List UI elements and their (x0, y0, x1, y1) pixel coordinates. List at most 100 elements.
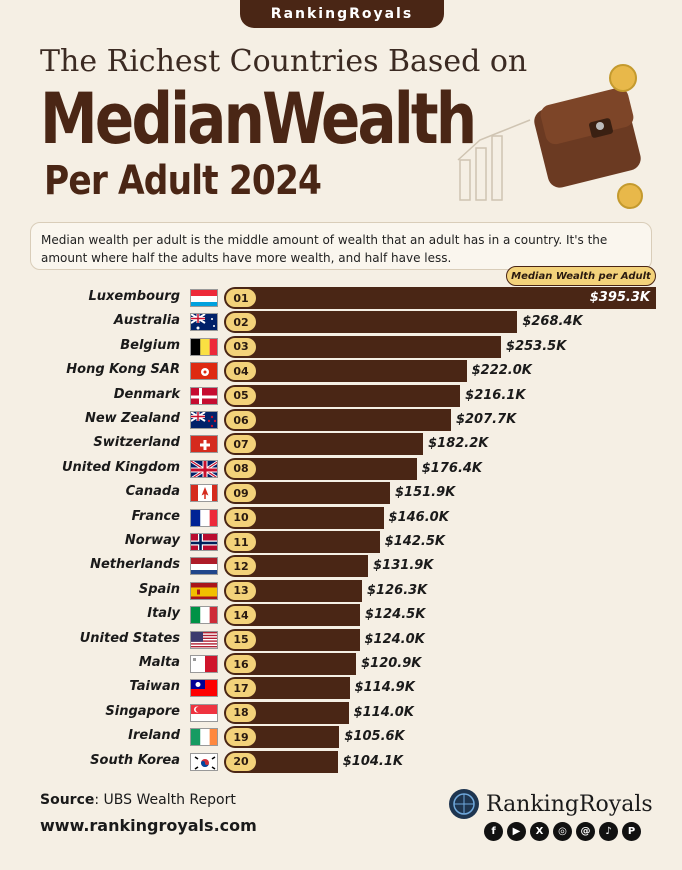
bar (224, 604, 361, 627)
brand-tab: RankingRoyals (240, 0, 444, 28)
value-label: $151.9K (395, 485, 456, 501)
country-label: United Kingdom (61, 459, 180, 475)
united-kingdom-flag-icon (190, 459, 218, 478)
brand-logo: RankingRoyals (448, 788, 653, 820)
hong-kong-flag-icon (190, 362, 218, 381)
australia-flag-icon (190, 313, 218, 332)
bar (224, 701, 349, 724)
chart-row: Luxembourg 01 $395.3K (0, 286, 682, 310)
value-label: $131.9K (373, 558, 434, 574)
value-label: $142.5K (384, 534, 445, 549)
country-label: Luxembourg (88, 289, 181, 304)
rank-badge: 06 (226, 411, 256, 429)
new-zealand-flag-icon (190, 411, 218, 429)
growth-chart-icon (457, 119, 531, 201)
value-label: $105.6K (344, 729, 405, 745)
value-label: $146.0K (388, 509, 449, 525)
website-link[interactable]: www.rankingroyals.com (40, 816, 257, 835)
rank-badge: 18 (226, 703, 256, 722)
chart-row: France 10 $146.0K (0, 506, 682, 530)
ireland-flag-icon (190, 728, 218, 747)
title-line-1: The Richest Countries Based on (40, 44, 528, 79)
chart-row: Australia 02 $268.4K (0, 310, 682, 334)
source-label: Source (40, 792, 95, 808)
value-label: $120.9K (361, 656, 422, 671)
bar (224, 457, 417, 480)
bar (224, 287, 656, 309)
country-label: Hong Kong SAR (66, 362, 180, 378)
bar (224, 531, 380, 553)
rank-badge: 14 (226, 606, 256, 625)
chart-row: Switzerland 07 $182.2K (0, 432, 682, 456)
south-korea-flag-icon (190, 752, 218, 771)
logo-name: RankingRoyals (486, 791, 653, 817)
bar (224, 579, 363, 602)
denmark-flag-icon (190, 386, 218, 405)
instagram-icon[interactable]: ◎ (553, 822, 572, 841)
rank-badge: 15 (226, 630, 256, 649)
bar (224, 360, 467, 383)
value-label: $176.4K (421, 460, 483, 476)
chart-row: South Korea 20 $104.1K (0, 750, 682, 774)
value-label: $104.1K (342, 753, 403, 769)
value-label: $216.1K (465, 387, 526, 403)
bar (224, 653, 357, 675)
country-label: Belgium (120, 337, 180, 353)
italy-flag-icon (190, 606, 218, 625)
chart-row: Hong Kong SAR 04 $222.0K (0, 359, 682, 383)
chart-row: United Kingdom 08 $176.4K (0, 457, 682, 481)
coin-icon (609, 64, 643, 209)
country-label: South Korea (90, 752, 180, 768)
rank-badge: 02 (226, 313, 256, 332)
rank-badge: 13 (226, 581, 256, 600)
rank-badge: 01 (226, 289, 256, 307)
rank-badge: 19 (226, 728, 256, 747)
country-label: Italy (147, 606, 180, 622)
value-label: $207.7K (455, 412, 517, 427)
netherlands-flag-icon (190, 557, 218, 576)
bar (224, 409, 451, 431)
belgium-flag-icon (190, 337, 218, 356)
value-label: $395.3K (589, 290, 650, 305)
country-label: New Zealand (84, 411, 180, 426)
rank-badge: 17 (226, 679, 256, 698)
country-label: Spain (138, 581, 180, 597)
chart-row: Spain 13 $126.3K (0, 579, 682, 603)
facebook-icon[interactable]: f (484, 822, 503, 841)
chart-row: Norway 11 $142.5K (0, 530, 682, 554)
youtube-icon[interactable]: ▶ (507, 822, 526, 841)
switzerland-flag-icon (190, 435, 218, 454)
rank-badge: 03 (226, 337, 256, 356)
country-label: France (131, 508, 180, 524)
value-label: $124.0K (364, 631, 425, 647)
bar (224, 433, 424, 456)
bar (224, 311, 518, 334)
luxembourg-flag-icon (190, 289, 218, 307)
taiwan-flag-icon (190, 679, 218, 698)
country-label: United States (79, 630, 180, 646)
chart-row: Netherlands 12 $131.9K (0, 554, 682, 578)
pinterest-icon[interactable]: P (622, 822, 641, 841)
chart-row: Italy 14 $124.5K (0, 603, 682, 627)
value-label: $182.2K (428, 436, 489, 452)
rank-badge: 07 (226, 435, 256, 454)
rank-badge: 04 (226, 362, 256, 381)
title-line-2: MedianWealth (40, 78, 477, 160)
bar (224, 677, 350, 700)
chart-row: Belgium 03 $253.5K (0, 335, 682, 359)
value-label: $124.5K (365, 607, 426, 623)
title-line-3: Per Adult 2024 (44, 158, 322, 204)
country-label: Ireland (128, 728, 180, 744)
country-label: Norway (124, 533, 180, 548)
source-note: Source: UBS Wealth Report (40, 792, 236, 808)
tiktok-icon[interactable]: ♪ (599, 822, 618, 841)
chart-row: Taiwan 17 $114.9K (0, 676, 682, 700)
threads-icon[interactable]: @ (576, 822, 595, 841)
x-icon[interactable]: X (530, 822, 549, 841)
singapore-flag-icon (190, 703, 218, 722)
bar (224, 628, 360, 651)
rank-badge: 12 (226, 557, 256, 576)
value-label: $253.5K (506, 338, 567, 354)
norway-flag-icon (190, 533, 218, 551)
rank-badge: 11 (226, 533, 256, 551)
